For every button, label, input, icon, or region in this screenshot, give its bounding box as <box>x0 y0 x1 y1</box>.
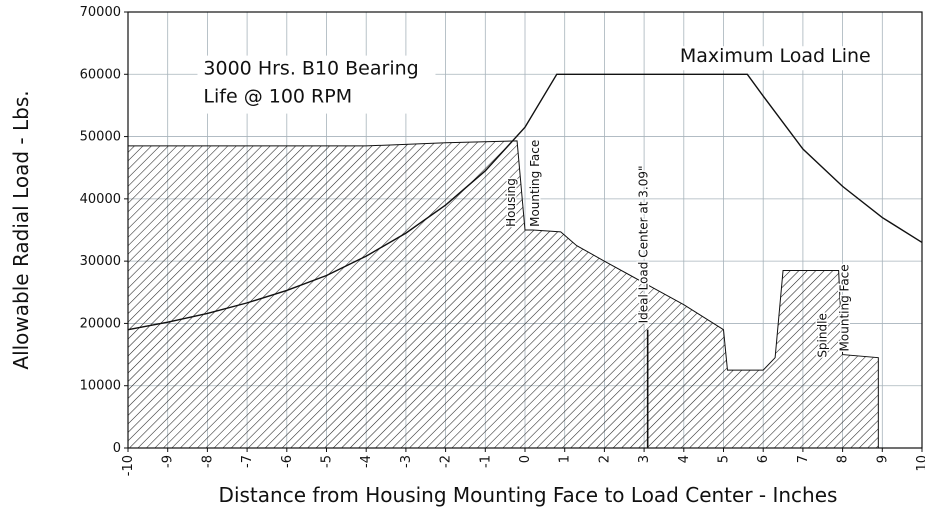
x-tick-label: -3 <box>399 455 414 468</box>
annotation-6: Spindle <box>816 313 830 358</box>
x-tick-label: -6 <box>280 455 295 468</box>
x-tick-label: -4 <box>359 455 374 468</box>
annotation-2: Life @ 100 RPM <box>203 85 352 107</box>
x-tick-label: 4 <box>677 455 692 463</box>
x-tick-label: -10 <box>121 455 136 476</box>
y-axis-ticks: 0 10000 20000 30000 40000 50000 60000 70000 <box>80 5 128 456</box>
y-tick-label: 20000 <box>80 316 121 331</box>
y-tick-label: 40000 <box>80 192 121 207</box>
y-tick-label: 30000 <box>80 254 121 269</box>
x-tick-label: 7 <box>796 455 811 463</box>
y-axis-title: Allowable Radial Load - Lbs. <box>9 90 33 369</box>
annotation-3: Housing <box>504 178 518 227</box>
annotation-1: 3000 Hrs. B10 Bearing <box>203 57 418 79</box>
x-tick-label: -5 <box>320 455 335 468</box>
hatched-load-area <box>127 140 879 449</box>
x-tick-label: 8 <box>836 455 851 463</box>
maximum-load-line <box>127 73 923 331</box>
x-axis-ticks: -10 -9 -8 -7 -6 -5 -4 -3 -2 -1 0 1 2 3 4 5 6 7 8 9 10 <box>121 448 925 476</box>
x-axis-title: Distance from Housing Mounting Face to L… <box>219 483 838 507</box>
x-tick-label: 3 <box>637 455 652 463</box>
x-tick-label: 2 <box>597 455 612 463</box>
annotation-7: Mounting Face <box>838 264 852 351</box>
bearing-life-label-bg <box>197 55 436 114</box>
annotation-0: Maximum Load Line <box>680 45 871 67</box>
x-tick-label: -8 <box>200 455 215 468</box>
annotation-5: Ideal Load Center at 3.09" <box>637 165 651 323</box>
x-tick-label: -2 <box>439 455 454 468</box>
annotation-4: Mounting Face <box>528 140 542 227</box>
x-tick-label: 1 <box>558 455 573 463</box>
y-tick-label: 50000 <box>80 130 121 145</box>
y-tick-label: 60000 <box>80 67 121 82</box>
max-load-line-series <box>127 73 923 331</box>
y-tick-label: 70000 <box>80 5 121 20</box>
x-tick-label: 9 <box>875 455 890 463</box>
max-load-label-bg <box>673 46 876 71</box>
x-tick-label: 0 <box>518 455 533 463</box>
x-tick-label: -9 <box>161 455 176 468</box>
y-tick-label: 0 <box>113 441 121 456</box>
hatched-area-series <box>127 140 879 449</box>
annotations: Maximum Load Line 3000 Hrs. B10 Bearing Li… <box>197 45 876 448</box>
x-tick-label: 5 <box>717 455 732 463</box>
x-tick-label: -7 <box>240 455 255 468</box>
y-tick-label: 10000 <box>80 379 121 394</box>
x-tick-label: -1 <box>478 455 493 468</box>
x-tick-label: 10 <box>915 455 925 472</box>
x-tick-label: 6 <box>756 455 771 463</box>
